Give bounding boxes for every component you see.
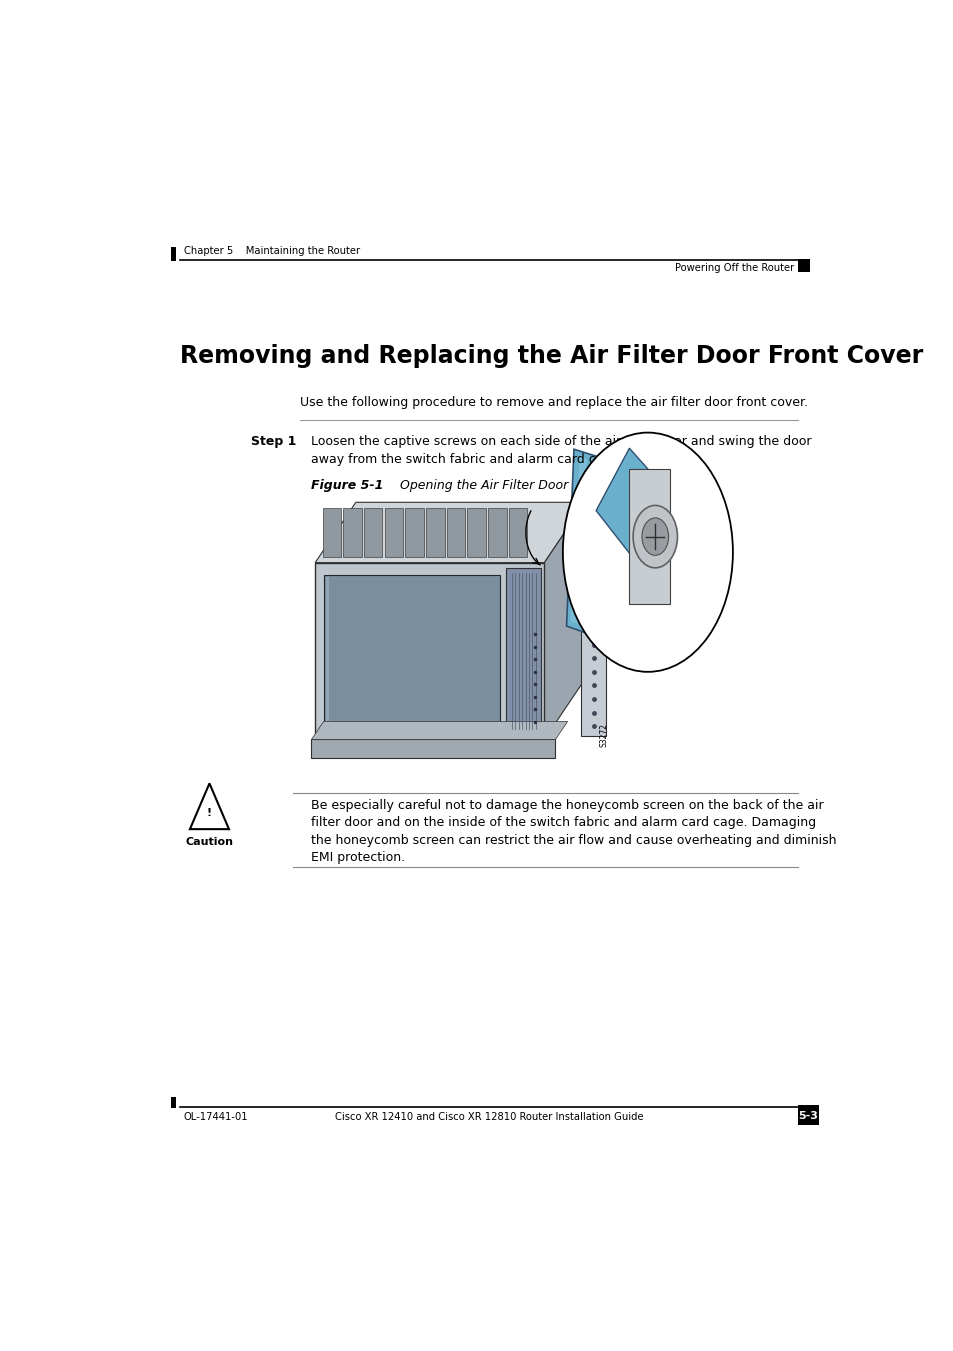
Polygon shape	[566, 450, 606, 636]
Bar	[797, 259, 809, 273]
Bar	[446, 508, 465, 557]
Bar	[325, 577, 329, 721]
Text: S3272: S3272	[598, 723, 607, 747]
Text: Opening the Air Filter Door: Opening the Air Filter Door	[400, 480, 568, 492]
Bar	[505, 567, 540, 735]
Text: Use the following procedure to remove and replace the air filter door front cove: Use the following procedure to remove an…	[300, 396, 807, 409]
Polygon shape	[544, 503, 584, 739]
Text: Caution: Caution	[185, 838, 233, 847]
Text: Loosen the captive screws on each side of the air filter door and swing the door: Loosen the captive screws on each side o…	[311, 435, 811, 466]
Bar	[580, 503, 605, 736]
Bar	[324, 576, 499, 724]
Bar	[488, 508, 506, 557]
Text: Step 1: Step 1	[251, 435, 296, 447]
Bar	[797, 1105, 818, 1125]
Circle shape	[633, 505, 677, 567]
Bar	[311, 739, 555, 758]
Text: Cisco XR 12410 and Cisco XR 12810 Router Installation Guide: Cisco XR 12410 and Cisco XR 12810 Router…	[335, 1112, 642, 1121]
Circle shape	[587, 609, 601, 630]
Circle shape	[641, 517, 668, 555]
Bar	[171, 1097, 176, 1108]
Polygon shape	[190, 784, 229, 830]
Polygon shape	[596, 449, 665, 562]
Bar	[467, 508, 485, 557]
Text: Be especially careful not to damage the honeycomb screen on the back of the air
: Be especially careful not to damage the …	[311, 798, 836, 865]
Bar	[508, 508, 527, 557]
Bar	[384, 508, 403, 557]
Bar	[171, 247, 176, 261]
Text: !: !	[207, 808, 212, 819]
Text: OL-17441-01: OL-17441-01	[183, 1112, 248, 1121]
Text: Powering Off the Router: Powering Off the Router	[675, 263, 794, 273]
Polygon shape	[314, 503, 584, 562]
Polygon shape	[311, 721, 567, 739]
Bar	[364, 508, 382, 557]
Bar	[322, 508, 341, 557]
Text: Removing and Replacing the Air Filter Door Front Cover: Removing and Replacing the Air Filter Do…	[180, 345, 923, 369]
Polygon shape	[629, 469, 669, 604]
Bar	[405, 508, 423, 557]
Text: Chapter 5    Maintaining the Router: Chapter 5 Maintaining the Router	[183, 246, 359, 255]
Circle shape	[562, 432, 732, 671]
Text: Figure 5-1: Figure 5-1	[311, 480, 383, 492]
Bar	[426, 508, 444, 557]
Bar	[314, 562, 544, 739]
Bar	[343, 508, 361, 557]
Polygon shape	[570, 454, 587, 624]
Text: 5-3: 5-3	[798, 1111, 818, 1121]
